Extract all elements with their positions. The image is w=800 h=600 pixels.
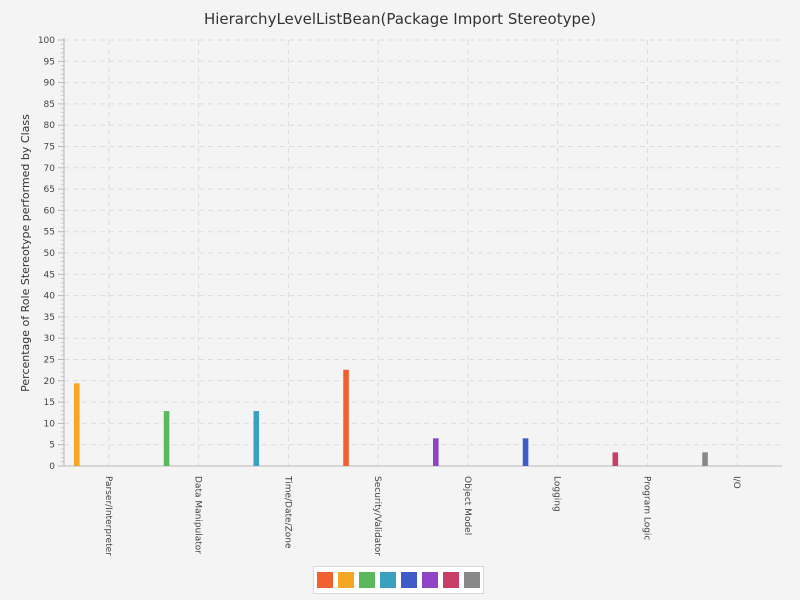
y-tick-label: 5 [49, 441, 55, 451]
y-tick-label: 55 [44, 228, 55, 238]
y-tick-label: 65 [44, 185, 55, 195]
y-tick-label: 50 [44, 249, 56, 259]
x-category-label: Object Model [462, 476, 472, 535]
bars [74, 369, 708, 466]
y-tick-label: 15 [44, 398, 55, 408]
y-tick-label: 100 [38, 36, 55, 46]
y-tick-label: 75 [44, 143, 55, 153]
bar-parser-interpreter [74, 383, 80, 466]
legend-swatch [443, 572, 459, 588]
y-tick-label: 85 [44, 100, 55, 110]
y-tick-label: 70 [44, 164, 56, 174]
x-category-label: Time/Date/Zone [282, 475, 292, 549]
legend-swatch [422, 572, 438, 588]
y-tick-label: 20 [44, 377, 56, 387]
y-tick-label: 25 [44, 356, 55, 366]
bar-object-model [433, 438, 439, 466]
grid-lines [64, 39, 782, 466]
y-axis-label: Percentage of Role Stereotype performed … [19, 114, 32, 392]
chart-title: HierarchyLevelListBean(Package Import St… [204, 10, 596, 28]
x-category-label: Data Manipulator [193, 476, 203, 554]
y-tick-label: 60 [44, 206, 56, 216]
x-category-label: Logging [552, 476, 562, 512]
legend-swatch [464, 572, 480, 588]
legend-swatch [359, 572, 375, 588]
y-tick-label: 80 [44, 121, 56, 131]
x-category-label: I/O [731, 476, 741, 489]
y-tick-label: 0 [49, 462, 55, 472]
x-category-label: Program Logic [641, 476, 651, 540]
bar-logging [522, 438, 529, 466]
y-axis-ticks: 0 5 10 15 20 25 30 35 40 45 50 55 60 65 70 75 80 85 90 95 10… [38, 36, 782, 472]
y-tick-label: 40 [44, 292, 56, 302]
bar-program-logic [612, 452, 619, 466]
bar-i-o [702, 452, 708, 466]
x-category-label: Security/Validator [372, 476, 382, 556]
y-tick-label: 30 [44, 334, 56, 344]
legend [313, 566, 484, 594]
x-category-label: Parser/Interpreter [103, 476, 113, 556]
legend-swatch [338, 572, 354, 588]
y-tick-label: 90 [44, 79, 56, 89]
x-axis-categories: Parser/Interpreter Data Manipulator Time/D… [103, 475, 741, 556]
y-tick-label: 35 [44, 313, 55, 323]
y-tick-label: 95 [44, 57, 55, 67]
y-tick-label: 10 [44, 419, 56, 429]
bar-security-validator [343, 369, 349, 466]
legend-swatch [317, 572, 333, 588]
bar-time-date-zone [253, 411, 260, 466]
legend-swatch [401, 572, 417, 588]
legend-swatch [380, 572, 396, 588]
y-tick-label: 45 [44, 270, 55, 280]
bar-data-manipulator [163, 411, 170, 466]
